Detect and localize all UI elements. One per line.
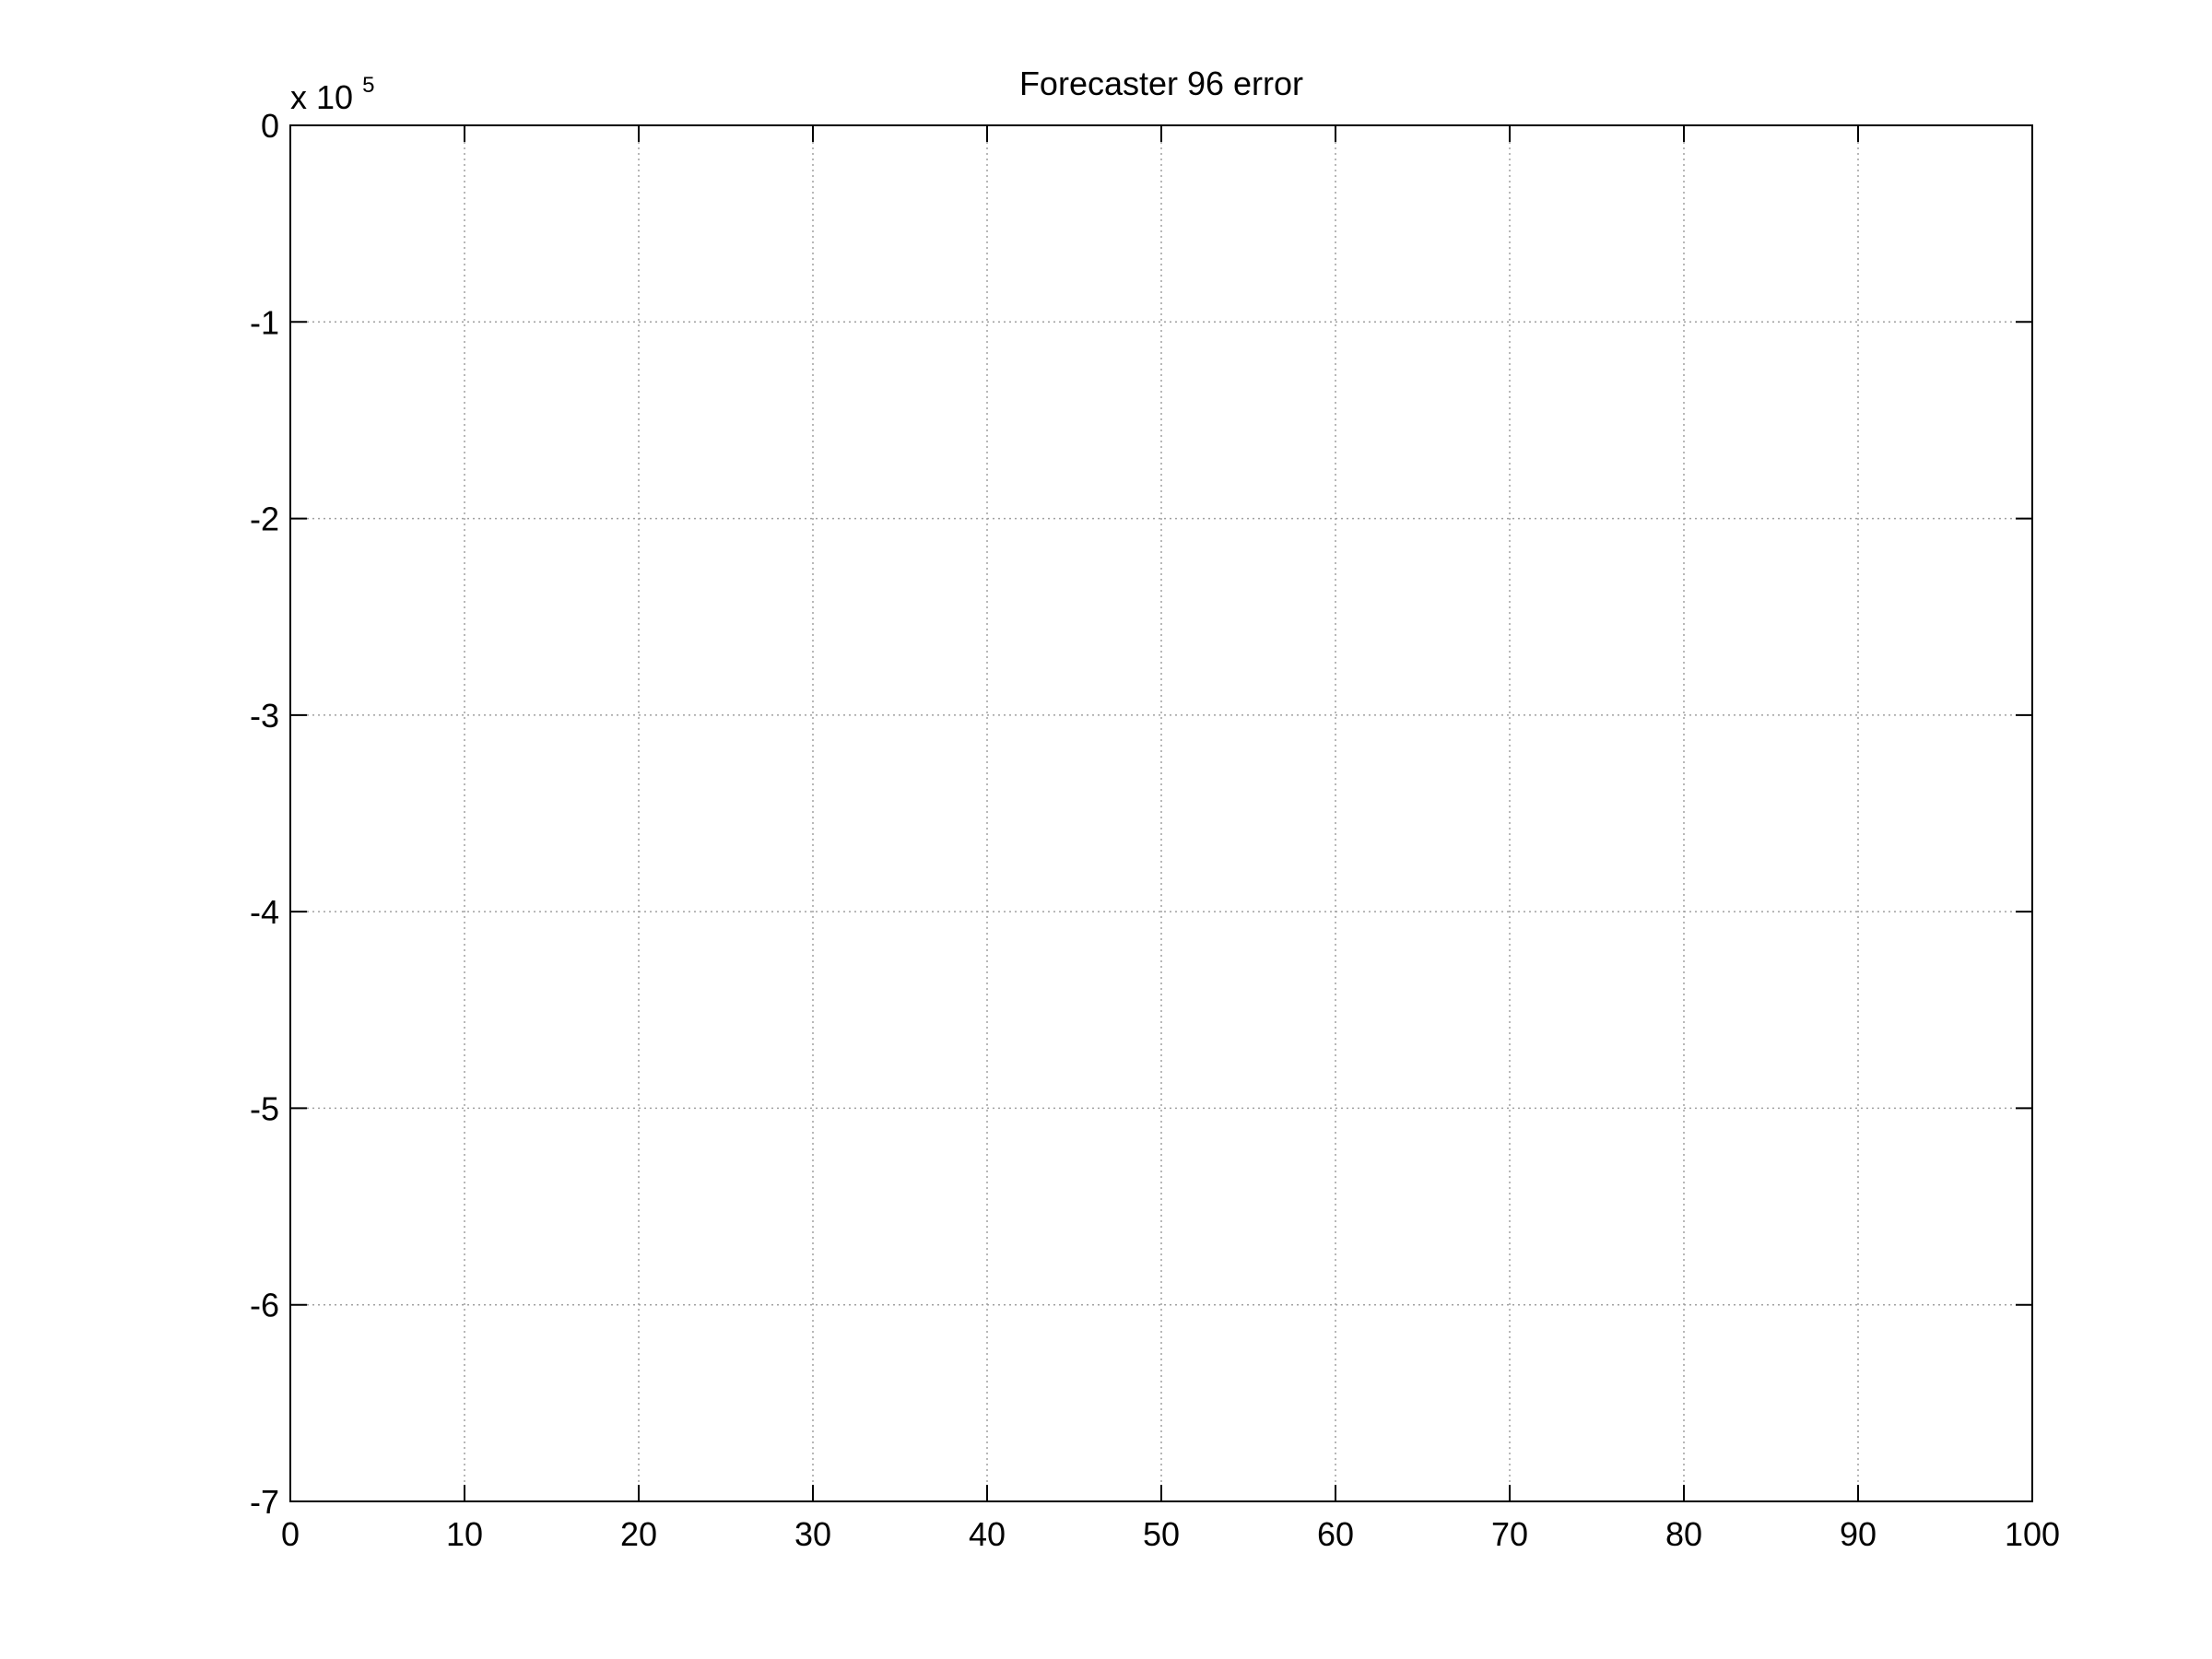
y-tick-label: -3 (250, 697, 279, 735)
x-tick-label: 80 (1665, 1515, 1702, 1553)
tick-marks (289, 124, 2033, 1502)
x-tick-label: 10 (446, 1515, 483, 1553)
x-tick-label: 100 (2005, 1515, 2060, 1553)
y-axis-multiplier: x 10 5 (290, 73, 374, 116)
x-tick-label: 90 (1840, 1515, 1877, 1553)
x-tick-label: 0 (281, 1515, 300, 1553)
y-axis-multiplier-exponent: 5 (362, 73, 374, 98)
y-tick-label: -5 (250, 1089, 279, 1127)
chart-title: Forecaster 96 error (1019, 65, 1303, 102)
y-tick-label: 0 (261, 107, 279, 145)
y-tick-label: -7 (250, 1483, 279, 1521)
y-tick-label: -2 (250, 500, 279, 538)
x-tick-label: 30 (794, 1515, 831, 1553)
y-axis-tick-labels: 0 -1 -2 -3 -4 -5 -6 -7 (250, 107, 279, 1521)
y-tick-label: -1 (250, 303, 279, 341)
x-tick-label: 50 (1143, 1515, 1180, 1553)
y-axis-multiplier-base: x 10 (290, 78, 353, 116)
x-axis-tick-labels: 0 10 20 30 40 50 60 70 80 90 100 (281, 1515, 2060, 1553)
x-tick-label: 40 (969, 1515, 1006, 1553)
x-tick-label: 60 (1317, 1515, 1354, 1553)
y-tick-label: -4 (250, 893, 279, 931)
x-tick-label: 70 (1491, 1515, 1528, 1553)
x-tick-label: 20 (620, 1515, 657, 1553)
y-tick-label: -6 (250, 1287, 279, 1324)
